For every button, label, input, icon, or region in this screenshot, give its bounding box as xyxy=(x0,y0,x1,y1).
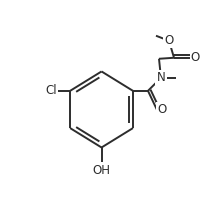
Text: N: N xyxy=(157,71,165,84)
Text: OH: OH xyxy=(93,164,110,177)
Text: Cl: Cl xyxy=(45,84,57,97)
Text: O: O xyxy=(164,34,174,47)
Text: O: O xyxy=(191,51,200,64)
Text: O: O xyxy=(157,103,167,116)
